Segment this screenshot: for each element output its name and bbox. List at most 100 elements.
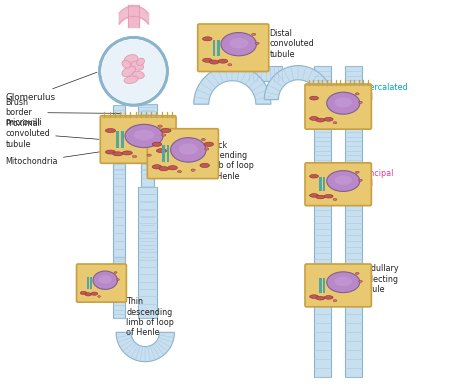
Ellipse shape	[122, 66, 136, 76]
Bar	[223, 65, 242, 70]
Ellipse shape	[122, 151, 132, 155]
Bar	[138, 104, 157, 130]
Ellipse shape	[171, 138, 206, 162]
Ellipse shape	[156, 149, 167, 153]
Text: Thin
descending
limb of loop
of Henle: Thin descending limb of loop of Henle	[127, 297, 174, 338]
Polygon shape	[116, 332, 174, 362]
Bar	[314, 128, 331, 164]
Ellipse shape	[137, 58, 145, 65]
Bar	[249, 65, 283, 81]
Bar	[113, 162, 126, 257]
Ellipse shape	[218, 59, 228, 63]
Ellipse shape	[228, 64, 232, 66]
Bar	[345, 305, 362, 377]
Ellipse shape	[158, 125, 162, 127]
Ellipse shape	[310, 194, 319, 197]
Bar	[113, 105, 126, 174]
Bar	[121, 131, 124, 147]
Text: Glomerulus: Glomerulus	[6, 72, 97, 102]
Ellipse shape	[324, 194, 333, 198]
Ellipse shape	[333, 122, 337, 124]
Ellipse shape	[125, 124, 163, 147]
Bar	[166, 145, 169, 162]
Text: Intercalated
cell: Intercalated cell	[359, 83, 408, 102]
Bar	[314, 65, 331, 85]
Bar	[163, 145, 165, 162]
Ellipse shape	[324, 117, 333, 121]
Ellipse shape	[334, 97, 352, 107]
Ellipse shape	[324, 296, 333, 299]
Bar	[213, 40, 216, 56]
Ellipse shape	[93, 271, 118, 289]
Ellipse shape	[358, 179, 362, 181]
Bar	[116, 131, 119, 147]
Ellipse shape	[168, 166, 177, 170]
Ellipse shape	[117, 279, 119, 280]
Text: Brush
border
microvilli: Brush border microvilli	[6, 98, 121, 127]
Ellipse shape	[202, 58, 212, 62]
Ellipse shape	[210, 60, 219, 64]
Bar	[113, 301, 126, 318]
Ellipse shape	[333, 299, 337, 301]
Ellipse shape	[205, 148, 209, 150]
Ellipse shape	[134, 130, 154, 140]
Ellipse shape	[105, 150, 116, 154]
Bar	[87, 277, 89, 289]
Circle shape	[101, 39, 165, 103]
Ellipse shape	[98, 296, 100, 298]
Ellipse shape	[316, 296, 325, 300]
Text: Medullary
collecting
tubule: Medullary collecting tubule	[359, 264, 399, 294]
Bar	[141, 162, 154, 257]
Ellipse shape	[80, 291, 87, 294]
Ellipse shape	[358, 101, 362, 103]
Ellipse shape	[310, 174, 319, 178]
Ellipse shape	[162, 134, 166, 136]
Ellipse shape	[334, 176, 352, 185]
Ellipse shape	[327, 272, 360, 292]
Polygon shape	[194, 65, 271, 104]
Ellipse shape	[161, 129, 171, 132]
Ellipse shape	[356, 171, 359, 173]
Bar	[319, 278, 322, 292]
Ellipse shape	[132, 155, 137, 158]
Ellipse shape	[147, 154, 151, 156]
Bar	[323, 177, 326, 191]
Ellipse shape	[179, 143, 198, 154]
Ellipse shape	[91, 292, 98, 295]
Text: Distal
convoluted
tubule: Distal convoluted tubule	[270, 29, 314, 59]
Ellipse shape	[310, 295, 319, 298]
Ellipse shape	[252, 33, 256, 35]
Bar	[323, 278, 326, 292]
Bar	[345, 204, 362, 265]
Bar	[141, 105, 154, 174]
Ellipse shape	[221, 33, 256, 56]
Ellipse shape	[114, 272, 117, 273]
FancyBboxPatch shape	[100, 116, 176, 163]
Bar	[314, 305, 331, 377]
Ellipse shape	[327, 171, 360, 191]
Ellipse shape	[316, 195, 325, 199]
Ellipse shape	[113, 152, 123, 156]
Ellipse shape	[105, 129, 116, 132]
FancyBboxPatch shape	[305, 163, 371, 206]
Bar	[138, 187, 157, 318]
Ellipse shape	[124, 76, 138, 83]
FancyBboxPatch shape	[305, 84, 371, 129]
Text: Principal
cell: Principal cell	[359, 169, 394, 188]
Ellipse shape	[358, 280, 362, 282]
Ellipse shape	[152, 142, 162, 146]
Ellipse shape	[200, 163, 210, 167]
Ellipse shape	[310, 96, 319, 100]
Ellipse shape	[122, 60, 131, 68]
Polygon shape	[264, 65, 332, 100]
FancyBboxPatch shape	[305, 264, 371, 307]
Bar	[319, 177, 322, 191]
Text: Mitochondria: Mitochondria	[6, 149, 117, 167]
Ellipse shape	[202, 37, 212, 41]
Ellipse shape	[132, 71, 144, 79]
Text: Proximal
convoluted
tubule: Proximal convoluted tubule	[6, 119, 99, 149]
Bar	[314, 204, 331, 265]
Ellipse shape	[229, 38, 248, 49]
Ellipse shape	[255, 42, 259, 44]
Ellipse shape	[152, 165, 162, 169]
